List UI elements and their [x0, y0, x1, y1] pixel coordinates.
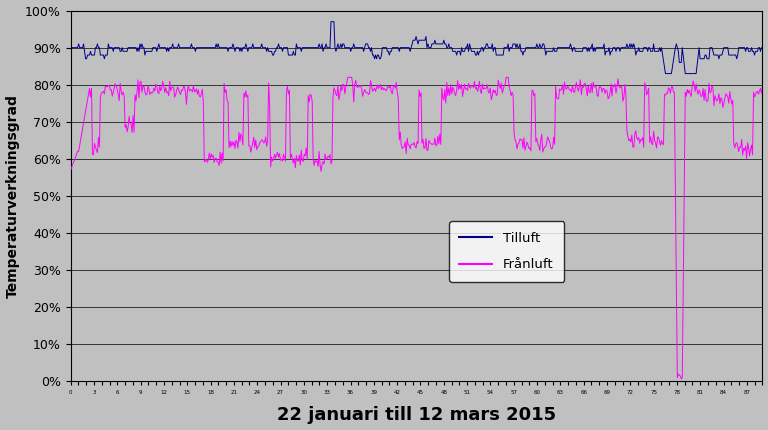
X-axis label: 22 januari till 12 mars 2015: 22 januari till 12 mars 2015: [277, 406, 556, 424]
Y-axis label: Temperaturverkningsgrad: Temperaturverkningsgrad: [5, 94, 19, 298]
Legend: Tilluft, Frånluft: Tilluft, Frånluft: [449, 221, 564, 282]
